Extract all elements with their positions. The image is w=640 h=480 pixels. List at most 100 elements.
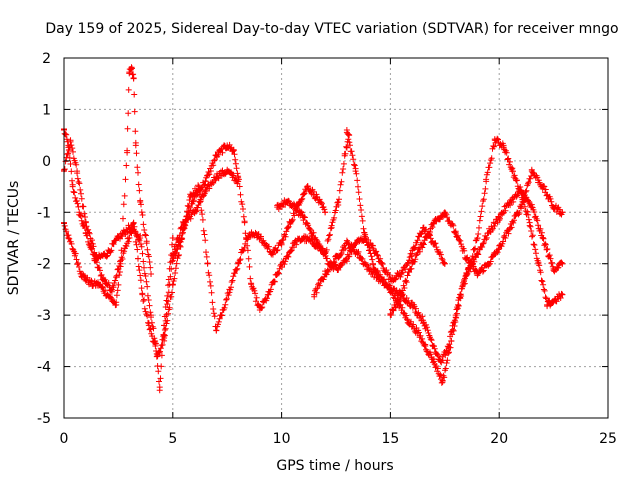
data-point <box>526 219 533 226</box>
data-point <box>235 173 242 180</box>
data-point <box>552 296 559 303</box>
x-tick-label: 0 <box>60 431 69 447</box>
x-axis-label: GPS time / hours <box>276 458 393 474</box>
data-point <box>67 137 74 144</box>
data-point <box>230 147 237 154</box>
chart-title: Day 159 of 2025, Sidereal Day-to-day VTE… <box>45 21 618 37</box>
data-point <box>452 229 459 236</box>
data-point <box>291 240 298 247</box>
series-trace-e <box>169 182 329 334</box>
data-point <box>420 240 427 247</box>
data-point <box>439 379 446 385</box>
data-point <box>169 281 176 288</box>
data-point <box>420 317 427 324</box>
y-tick-label: -1 <box>37 205 51 221</box>
data-point <box>124 147 131 154</box>
data-point <box>430 240 437 247</box>
y-tick-label: 2 <box>42 51 51 67</box>
data-point <box>226 286 233 293</box>
axis-ticks: 0 5 10 15 20 25 -5 -4 -3 -2 -1 0 1 2 <box>37 51 617 447</box>
data-point <box>539 235 546 241</box>
data-point <box>496 214 503 221</box>
data-point <box>69 183 76 190</box>
data-point <box>154 353 161 360</box>
data-point <box>335 199 342 205</box>
data-point <box>243 235 250 241</box>
data-point <box>528 204 535 211</box>
data-point <box>145 322 152 329</box>
data-point <box>202 178 209 185</box>
data-point <box>539 183 546 190</box>
data-point <box>507 199 514 205</box>
data-point <box>409 260 416 267</box>
data-point <box>224 168 231 175</box>
data-point <box>269 250 276 257</box>
series-trace-h <box>343 127 566 386</box>
y-tick-label: 0 <box>42 154 51 170</box>
data-point <box>100 276 107 283</box>
data-point <box>491 137 498 144</box>
plot-frame <box>63 57 609 419</box>
data-point <box>317 245 324 252</box>
y-tick-label: -2 <box>37 257 51 273</box>
data-point <box>137 199 144 205</box>
x-tick-label: 5 <box>168 431 177 447</box>
data-point <box>354 250 361 257</box>
data-point <box>300 235 307 241</box>
data-point <box>213 327 220 334</box>
data-point <box>274 271 281 277</box>
data-point <box>89 281 96 288</box>
x-tick-label: 15 <box>381 431 399 447</box>
data-point <box>485 229 492 236</box>
data-point <box>328 224 335 231</box>
data-point <box>430 343 437 349</box>
data-point <box>500 142 507 149</box>
data-point <box>509 168 516 175</box>
data-point <box>261 240 268 247</box>
data-point <box>430 219 437 226</box>
data-point <box>398 271 405 277</box>
data-point <box>535 260 542 267</box>
data-point <box>420 224 427 231</box>
data-point <box>352 240 359 247</box>
data-point <box>274 204 281 211</box>
data-point <box>219 307 226 313</box>
data-point <box>430 358 437 365</box>
data-point <box>387 286 394 293</box>
data-point <box>544 301 551 308</box>
data-points <box>61 64 566 394</box>
data-point <box>311 291 318 298</box>
data-point <box>128 65 135 72</box>
data-point <box>341 152 348 159</box>
data-point <box>483 178 490 185</box>
data-point <box>474 271 481 277</box>
data-point <box>282 199 289 205</box>
data-point <box>517 204 524 211</box>
data-point <box>104 250 111 257</box>
data-point <box>300 214 307 221</box>
data-point <box>148 312 155 319</box>
data-point <box>161 337 168 344</box>
data-point <box>378 276 385 283</box>
data-point <box>322 271 329 277</box>
x-tick-label: 20 <box>490 431 508 447</box>
data-point <box>369 260 376 267</box>
data-point <box>559 209 566 216</box>
data-point <box>78 271 85 277</box>
data-point <box>130 75 137 82</box>
data-point <box>387 276 394 283</box>
data-point <box>413 327 420 334</box>
y-tick-label: -5 <box>37 411 51 427</box>
data-point <box>126 235 133 241</box>
data-point <box>343 240 350 247</box>
data-point <box>191 209 198 216</box>
data-point <box>248 281 255 288</box>
series-trace-c <box>61 137 242 360</box>
x-tick-label: 10 <box>273 431 291 447</box>
data-point <box>178 235 185 241</box>
data-point <box>65 235 72 241</box>
data-point <box>474 250 481 257</box>
data-point <box>139 291 146 298</box>
data-point <box>313 193 320 200</box>
